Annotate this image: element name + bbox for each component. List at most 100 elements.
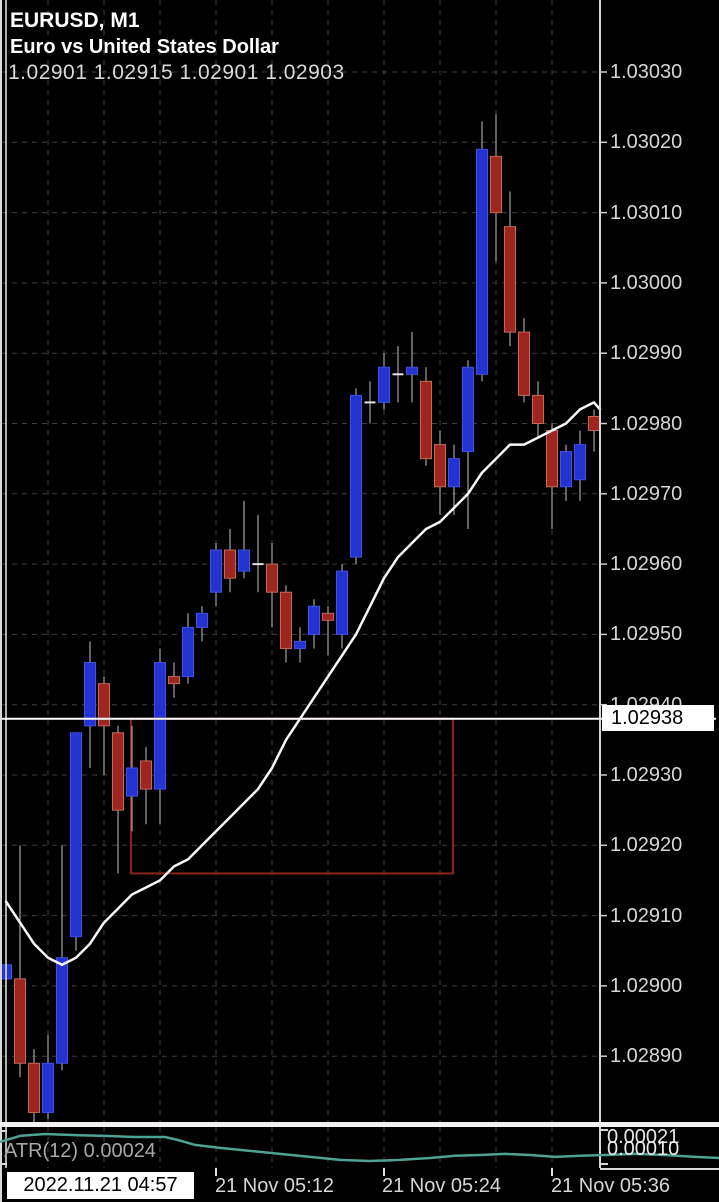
candle-05:39[interactable] [588, 409, 600, 452]
candle-05:18[interactable] [294, 627, 306, 663]
candle-05:12[interactable] [210, 543, 222, 607]
price-axis-label: 1.02930 [610, 764, 683, 786]
candle-05:00[interactable] [42, 1035, 54, 1120]
price-axis-label: 1.02890 [610, 1045, 683, 1068]
candle-body-up [294, 640, 306, 649]
panel-resize-handle[interactable] [0, 1122, 719, 1127]
candle-05:01[interactable] [56, 845, 68, 1071]
price-axis-label: 1.03030 [610, 61, 683, 83]
candle-05:22[interactable] [350, 388, 362, 565]
price-axis-label: 1.02980 [610, 412, 683, 435]
candle-body-down [420, 380, 432, 460]
time-axis-label: 21 Nov 05:36 [551, 1175, 670, 1197]
indicator-label: ATR(12) 0.00024 [4, 1140, 156, 1162]
candle-05:06[interactable] [126, 725, 138, 832]
candle-05:31[interactable] [476, 121, 488, 382]
candle-05:33[interactable] [504, 191, 516, 347]
candle-05:32[interactable] [490, 114, 502, 262]
candle-05:16[interactable] [266, 543, 278, 628]
candle-04:59[interactable] [28, 1049, 40, 1127]
candle-05:04[interactable] [98, 676, 110, 775]
symbol-timeframe-title: EURUSD, M1 [10, 9, 140, 32]
candle-05:24[interactable] [378, 353, 390, 410]
crosshair-date-box: 2022.11.21 04:57 [7, 1172, 194, 1199]
price-axis-label: 1.02920 [610, 834, 683, 857]
price-axis-label: 1.02970 [610, 482, 683, 505]
candle-04:58[interactable] [14, 845, 26, 1078]
candle-05:34[interactable] [518, 318, 530, 403]
candle-05:37[interactable] [560, 444, 572, 501]
candle-05:19[interactable] [308, 599, 320, 649]
candle-body-up [406, 366, 418, 375]
candle-body-up [84, 662, 96, 727]
candle-body-up [336, 570, 348, 635]
candle-body-up [182, 626, 194, 678]
indicator-axis-min-label: 0.00010 [607, 1138, 680, 1160]
candle-body-up [126, 767, 138, 797]
candle-05:08[interactable] [154, 648, 166, 825]
candle-05:07[interactable] [140, 746, 152, 825]
candle-05:09[interactable] [168, 662, 180, 698]
candles [0, 114, 600, 1127]
time-axis-label: 21 Nov 05:24 [382, 1175, 501, 1197]
candle-05:15[interactable] [252, 514, 264, 593]
candle-body-up [196, 612, 208, 628]
candle-05:10[interactable] [182, 613, 194, 684]
crosshair-price-box: 1.02938 [602, 705, 714, 731]
candle-05:05[interactable] [112, 725, 124, 874]
candle-body-down [434, 444, 446, 488]
candle-05:25[interactable] [392, 346, 404, 403]
candle-body-up [574, 444, 586, 481]
candle-05:20[interactable] [322, 606, 334, 656]
price-axis-label: 1.03020 [610, 131, 683, 154]
candle-body-down [168, 676, 180, 685]
candle-body-up [210, 549, 222, 593]
candle-body-up [42, 1062, 54, 1113]
candle-05:11[interactable] [196, 606, 208, 642]
candle-body-down [14, 978, 26, 1064]
candle-body-down [588, 415, 600, 432]
candle-body-up [378, 366, 390, 403]
candle-05:35[interactable] [532, 381, 544, 438]
candle-05:28[interactable] [434, 430, 446, 515]
candle-05:27[interactable] [420, 367, 432, 466]
candle-body-up [56, 957, 68, 1064]
candle-05:26[interactable] [406, 332, 418, 403]
candle-body-down [546, 430, 558, 488]
candle-05:14[interactable] [238, 500, 250, 579]
candle-body-down [280, 591, 292, 649]
candle-body-down [490, 155, 502, 214]
candle-body-down [504, 226, 516, 333]
candle-body-up [448, 458, 460, 488]
candle-05:23[interactable] [364, 381, 376, 424]
selected-bar-ohlc-readout: 1.02901 1.02915 1.02901 1.02903 [8, 61, 345, 84]
candle-body-down [112, 732, 124, 811]
price-axis-label: 1.02960 [610, 553, 683, 576]
candle-05:03[interactable] [84, 641, 96, 768]
candle-body-down [266, 563, 278, 593]
price-axis-label: 1.02950 [610, 623, 683, 646]
instrument-name: Euro vs United States Dollar [10, 36, 279, 58]
candle-05:02[interactable] [70, 732, 82, 951]
candle-05:38[interactable] [574, 430, 586, 501]
price-axis-label: 1.03000 [610, 271, 683, 294]
candle-05:21[interactable] [336, 564, 348, 649]
drawing-rectangle-object[interactable] [130, 717, 454, 875]
price-axis-label: 1.02990 [610, 342, 683, 365]
atr-line [0, 1132, 719, 1163]
indicator-axis-max-label: 0.00021 [607, 1126, 680, 1148]
candle-05:36[interactable] [546, 423, 558, 529]
candle-05:17[interactable] [280, 585, 292, 663]
candle-05:30[interactable] [462, 360, 474, 529]
candle-05:13[interactable] [224, 528, 236, 593]
candle-body-down [518, 331, 530, 396]
candle-body-up [462, 366, 474, 453]
candle-body-down [532, 394, 544, 425]
candle-body-down [98, 683, 110, 727]
candle-body-up [560, 451, 572, 488]
candle-05:29[interactable] [448, 444, 460, 515]
ma-line [4, 401, 602, 967]
candle-body-up [350, 394, 362, 558]
